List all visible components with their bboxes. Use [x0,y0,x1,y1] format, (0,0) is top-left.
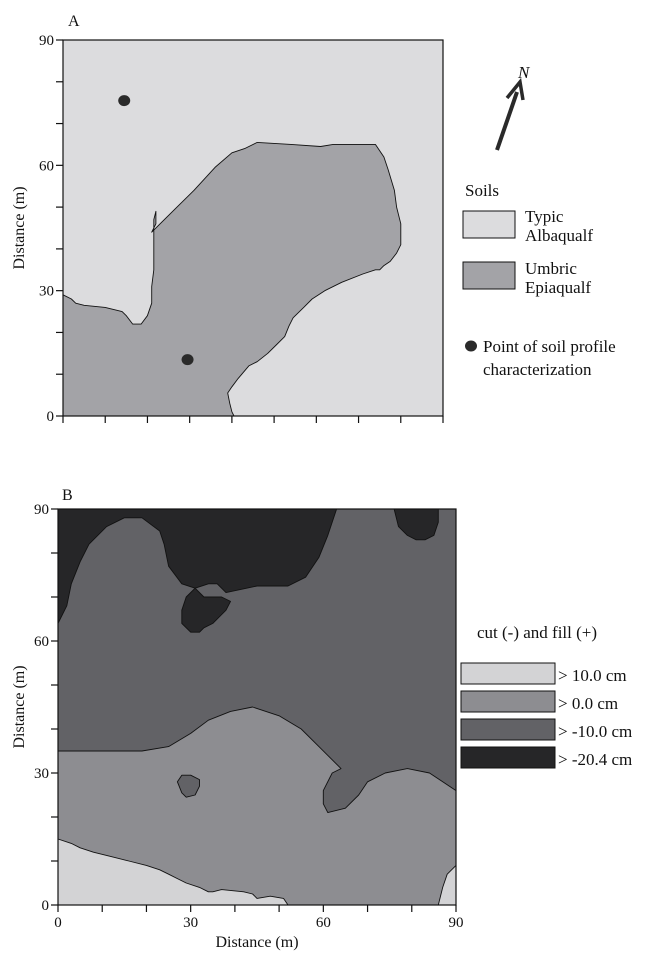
panel-b-xtick-label-3: 90 [449,915,464,931]
panel-a: A 0 30 60 90 Distance (m) N Soils Typic Alb… [11,13,616,425]
panel-b-xlabel: Distance (m) [215,934,298,951]
legend-swatch-umbric-epiaqualf [462,261,516,290]
north-label: N [517,63,531,82]
legend-point-marker [465,340,477,352]
panel-a-profile-point-1 [181,354,194,366]
north-arrow-shaft [495,91,519,151]
panel-a-frame [62,39,444,417]
panel-a-soil-regions [62,40,443,417]
panel-b-xtick-label-2: 60 [316,915,331,931]
legend-soils-title: Soils [465,181,499,200]
panel-b-letter: B [62,487,73,504]
north-arrow-head [505,77,525,101]
panel-a-axes: 0 30 60 90 [39,33,444,425]
panel-b-xtick-label-1: 30 [183,915,198,931]
legend-swatch-gt-neg20cm [460,746,556,769]
legend-swatch-gt-0cm [460,690,556,713]
panel-a-ytick-label-3: 90 [39,33,54,49]
legend-gt-neg20cm-label: > -20.4 cm [558,750,632,769]
legend-typic-albaqualf-line1: Typic [525,207,564,226]
panel-a-legend: Soils Typic Albaqualf Umbric Epiaqualf P… [462,181,616,379]
panel-b-ytick-label-2: 60 [34,634,49,650]
legend-swatch-typic-albaqualf [462,210,516,239]
legend-cutfill-title: cut (-) and fill (+) [477,623,597,642]
legend-gt-10cm-label: > 10.0 cm [558,666,627,685]
panel-a-ytick-label-1: 30 [39,284,54,300]
panel-b-region-5 [57,838,289,906]
panel-a-letter: A [68,13,80,30]
panel-b-cutfill-regions [57,508,457,906]
legend-gt-neg10cm-label: > -10.0 cm [558,722,632,741]
legend-umbric-epiaqualf-line1: Umbric [525,259,577,278]
panel-b-region-4 [176,774,200,798]
panel-b-ytick-label-3: 90 [34,502,49,518]
panel-b-ylabel: Distance (m) [11,665,28,748]
panel-b-xtick-label-0: 0 [54,915,62,931]
legend-typic-albaqualf-line2: Albaqualf [525,226,593,245]
legend-umbric-epiaqualf-line2: Epiaqualf [525,278,591,297]
panel-b: B 0 30 60 90 0 30 60 90 Distance (m) Distance (… [11,487,632,951]
panel-b-region-3 [57,706,457,906]
legend-point-line2: characterization [483,360,592,379]
panel-a-region-1 [62,141,402,417]
panel-a-ytick-label-0: 0 [47,409,55,425]
panel-a-ylabel: Distance (m) [11,186,28,269]
legend-gt-0cm-label: > 0.0 cm [558,694,618,713]
panel-b-region-2 [393,508,439,541]
legend-point-line1: Point of soil profile [483,337,616,356]
panel-a-profile-points [118,95,194,366]
panel-b-frame [57,508,457,906]
panel-b-legend: cut (-) and fill (+) > 10.0 cm > 0.0 cm … [460,623,632,769]
legend-swatch-gt-neg10cm [460,718,556,741]
panel-b-ytick-label-0: 0 [42,898,50,914]
panel-b-ytick-label-1: 30 [34,766,49,782]
panel-a-profile-point-0 [118,95,131,107]
legend-swatch-gt-10cm [460,662,556,685]
panel-b-region-1 [57,508,338,633]
panel-b-axes: 0 30 60 90 0 30 60 90 [34,502,464,931]
north-arrow: N [495,63,531,151]
panel-a-ytick-label-2: 60 [39,158,54,174]
